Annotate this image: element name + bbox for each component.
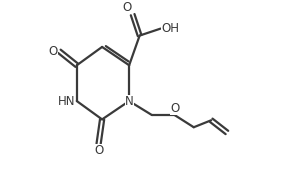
Text: O: O (170, 102, 179, 115)
Text: O: O (123, 1, 132, 14)
Text: OH: OH (161, 22, 179, 35)
Text: N: N (125, 95, 134, 109)
Text: O: O (49, 45, 58, 58)
Text: O: O (94, 144, 103, 157)
Text: HN: HN (58, 95, 75, 108)
